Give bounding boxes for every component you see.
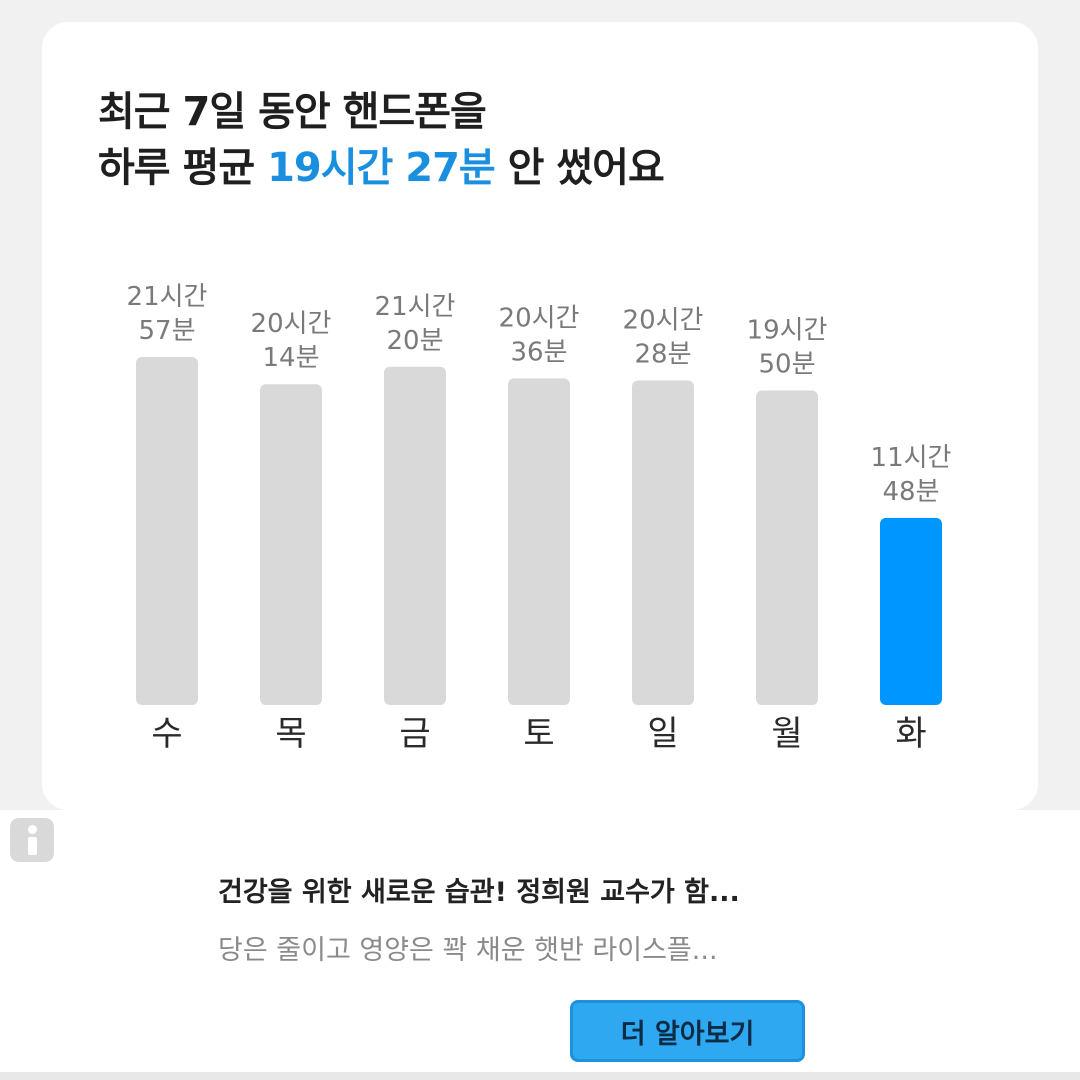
bar-2 bbox=[260, 384, 322, 705]
bottom-divider bbox=[0, 1072, 1080, 1080]
day-label-5: 일 bbox=[647, 714, 678, 754]
bar-value-label-6-hours: 19시간 bbox=[747, 316, 828, 346]
headline-prefix: 하루 평균 bbox=[98, 145, 268, 191]
info-icon[interactable] bbox=[10, 818, 54, 862]
bar-value-label-5-minutes: 28분 bbox=[634, 340, 691, 370]
ad-title[interactable]: 건강을 위한 새로운 습관! 정희원 교수가 함... bbox=[218, 877, 740, 908]
learn-more-button[interactable]: 더 알아보기 bbox=[570, 1000, 805, 1062]
bar-3 bbox=[384, 366, 446, 705]
bar-value-label-7-minutes: 48분 bbox=[882, 477, 939, 507]
ad-banner[interactable]: 건강을 위한 새로운 습관! 정희원 교수가 함... 당은 줄이고 영양은 꽉… bbox=[0, 810, 1080, 1080]
usage-headline: 최근 7일 동안 핸드폰을 하루 평균 19시간 27분 안 썼어요 bbox=[98, 84, 665, 196]
bar-value-label-1-minutes: 57분 bbox=[138, 316, 195, 346]
day-label-3: 금 bbox=[399, 714, 430, 754]
headline-line1: 최근 7일 동안 핸드폰을 bbox=[98, 89, 487, 135]
bar-6 bbox=[756, 390, 818, 705]
day-label-6: 월 bbox=[771, 714, 802, 754]
bar-value-label-7-hours: 11시간 bbox=[871, 443, 952, 473]
bar-value-label-4-hours: 20시간 bbox=[499, 303, 580, 333]
bar-value-label-5-hours: 20시간 bbox=[623, 306, 704, 336]
bar-value-label-2-minutes: 14분 bbox=[262, 343, 319, 373]
bar-value-label-3-minutes: 20분 bbox=[386, 326, 443, 356]
bar-1 bbox=[136, 357, 198, 705]
headline-suffix: 안 썼어요 bbox=[494, 145, 665, 191]
bar-4 bbox=[508, 378, 570, 705]
ad-description[interactable]: 당은 줄이고 영양은 꽉 채운 햇반 라이스플... bbox=[218, 935, 718, 966]
day-label-7: 화 bbox=[895, 714, 926, 754]
bar-value-label-2-hours: 20시간 bbox=[251, 309, 332, 339]
headline-line2: 하루 평균 19시간 27분 안 썼어요 bbox=[98, 140, 665, 196]
bar-value-label-3-hours: 21시간 bbox=[375, 292, 456, 322]
bar-5 bbox=[632, 380, 694, 705]
bar-value-label-6-minutes: 50분 bbox=[758, 350, 815, 380]
usage-card: 최근 7일 동안 핸드폰을 하루 평균 19시간 27분 안 썼어요 21시간 5… bbox=[42, 22, 1038, 810]
day-label-1: 수 bbox=[151, 714, 182, 754]
bar-7 bbox=[880, 517, 942, 705]
bar-value-label-4-minutes: 36분 bbox=[510, 337, 567, 367]
day-label-4: 토 bbox=[523, 714, 554, 754]
bar-value-label-1-hours: 21시간 bbox=[127, 282, 208, 312]
headline-average-time: 19시간 27분 bbox=[267, 145, 496, 191]
day-label-2: 목 bbox=[275, 714, 306, 754]
